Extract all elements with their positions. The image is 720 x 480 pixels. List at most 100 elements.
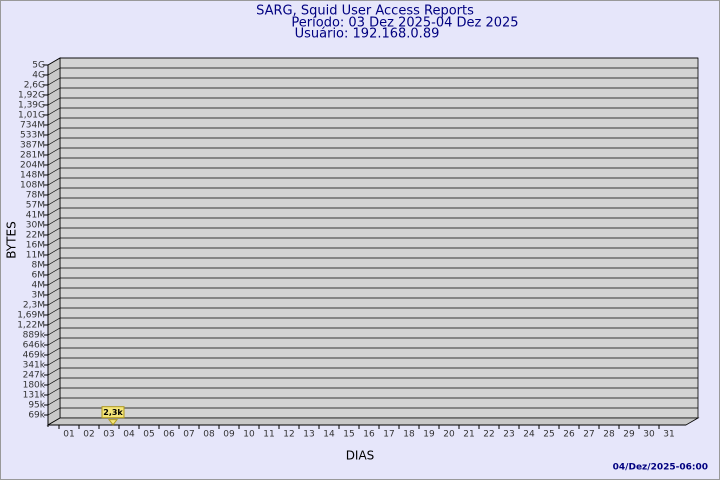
grid-line bbox=[47, 307, 61, 316]
y-tick-label: 469k bbox=[23, 351, 46, 361]
x-tick-label: 28 bbox=[603, 430, 615, 440]
x-tick-label: 11 bbox=[263, 430, 274, 440]
y-tick-label: 41M bbox=[26, 211, 45, 221]
grid-line bbox=[47, 287, 61, 296]
grid-line bbox=[47, 77, 61, 86]
x-tick-label: 18 bbox=[403, 430, 415, 440]
y-tick-label: 341k bbox=[23, 361, 46, 371]
grid-line bbox=[47, 187, 61, 196]
y-tick-label: 533M bbox=[20, 131, 45, 141]
grid-line bbox=[47, 377, 61, 386]
y-tick-label: 180k bbox=[23, 381, 46, 391]
grid-line bbox=[47, 347, 61, 356]
grid-line bbox=[47, 297, 61, 306]
y-tick-label: 30M bbox=[26, 221, 45, 231]
grid-line bbox=[47, 167, 61, 176]
footer: 04/Dez/2025-06:00 bbox=[613, 463, 708, 473]
grid-line bbox=[47, 257, 61, 266]
x-tick-label: 04 bbox=[123, 430, 135, 440]
x-tick-label: 26 bbox=[563, 430, 575, 440]
value-label-box bbox=[101, 406, 125, 419]
x-tick-label: 19 bbox=[423, 430, 435, 440]
x-tick-label: 14 bbox=[323, 430, 335, 440]
grid-line bbox=[47, 397, 61, 406]
y-tick-label: 69k bbox=[28, 411, 45, 421]
x-tick-label: 10 bbox=[243, 430, 255, 440]
grid-line bbox=[47, 67, 61, 76]
y-tick-label: 108M bbox=[20, 181, 45, 191]
grid-line bbox=[47, 57, 61, 66]
chart-subtitle: Período: 03 Dez 2025-04 Dez 2025 bbox=[291, 16, 518, 31]
x-tick-label: 06 bbox=[163, 430, 175, 440]
y-tick-label: 281M bbox=[20, 151, 45, 161]
x-tick-label: 24 bbox=[523, 430, 535, 440]
grid-line bbox=[47, 197, 61, 206]
grid-line bbox=[47, 87, 61, 96]
y-tick-label: 1,92G bbox=[18, 91, 45, 101]
grid-line bbox=[47, 157, 61, 166]
grid-line bbox=[47, 217, 61, 226]
grid-line bbox=[47, 97, 61, 106]
y-tick-label: 4M bbox=[32, 281, 46, 291]
x-axis-label: DIAS bbox=[346, 449, 375, 463]
y-axis-label: BYTES bbox=[5, 221, 19, 258]
grid-line bbox=[47, 387, 61, 396]
grid-line bbox=[47, 357, 61, 366]
x-tick-label: 29 bbox=[623, 430, 635, 440]
x-tick-label: 08 bbox=[203, 430, 215, 440]
y-tick-label: 1,39G bbox=[18, 101, 45, 111]
x-tick-label: 22 bbox=[483, 430, 494, 440]
y-tick-label: 78M bbox=[26, 191, 45, 201]
point bbox=[107, 419, 119, 426]
grid-line bbox=[47, 177, 61, 186]
y-tick-label: 204M bbox=[20, 161, 45, 171]
y-tick-label: 889k bbox=[23, 331, 46, 341]
x-tick-label: 23 bbox=[503, 430, 514, 440]
grid-line bbox=[47, 227, 61, 236]
x-tick-label: 12 bbox=[283, 430, 294, 440]
chart-title: SARG, Squid User Access Reports bbox=[256, 4, 474, 19]
x-tick-label: 16 bbox=[363, 430, 375, 440]
y-tick-label: 57M bbox=[26, 201, 45, 211]
x-tick-label: 13 bbox=[303, 430, 314, 440]
x-tick-label: 21 bbox=[463, 430, 474, 440]
grid-line bbox=[47, 407, 61, 416]
y-tick-label: 22M bbox=[26, 231, 45, 241]
grid-line bbox=[47, 367, 61, 376]
x-tick-label: 02 bbox=[83, 430, 94, 440]
x-tick-label: 20 bbox=[443, 430, 455, 440]
y-tick-label: 1,22M bbox=[17, 321, 45, 331]
y-tick-label: 2,3M bbox=[23, 301, 45, 311]
y-tick-label: 387M bbox=[20, 141, 45, 151]
y-tick-label: 95k bbox=[28, 401, 45, 411]
grid-line bbox=[47, 277, 61, 286]
grid-line bbox=[47, 147, 61, 156]
grid-line bbox=[47, 107, 61, 116]
grid-line bbox=[47, 237, 61, 246]
x-tick-label: 15 bbox=[343, 430, 354, 440]
grid-line bbox=[47, 127, 61, 136]
grid-line bbox=[47, 327, 61, 336]
y-tick-label: 2,6G bbox=[24, 81, 45, 91]
y-tick-label: 131k bbox=[23, 391, 46, 401]
y-tick-label: 646k bbox=[23, 341, 46, 351]
x-tick-label: 09 bbox=[223, 430, 235, 440]
y-tick-label: 5G bbox=[32, 61, 45, 71]
x-tick-label: 01 bbox=[63, 430, 74, 440]
grid-line bbox=[47, 317, 61, 326]
x-tick-label: 31 bbox=[663, 430, 674, 440]
x-tick-label: 17 bbox=[383, 430, 394, 440]
y-tick-label: 734M bbox=[20, 121, 45, 131]
floor bbox=[46, 417, 700, 426]
y-tick-label: 8M bbox=[32, 261, 46, 271]
y-tick-label: 1,01G bbox=[18, 111, 45, 121]
x-tick-label: 25 bbox=[543, 430, 554, 440]
grid-line bbox=[47, 247, 61, 256]
y-tick-label: 11M bbox=[26, 251, 45, 261]
grid-line bbox=[47, 337, 61, 346]
grid-line bbox=[47, 267, 61, 276]
y-tick-label: 247k bbox=[23, 371, 46, 381]
grid-line bbox=[47, 207, 61, 216]
y-tick-label: 148M bbox=[20, 171, 45, 181]
